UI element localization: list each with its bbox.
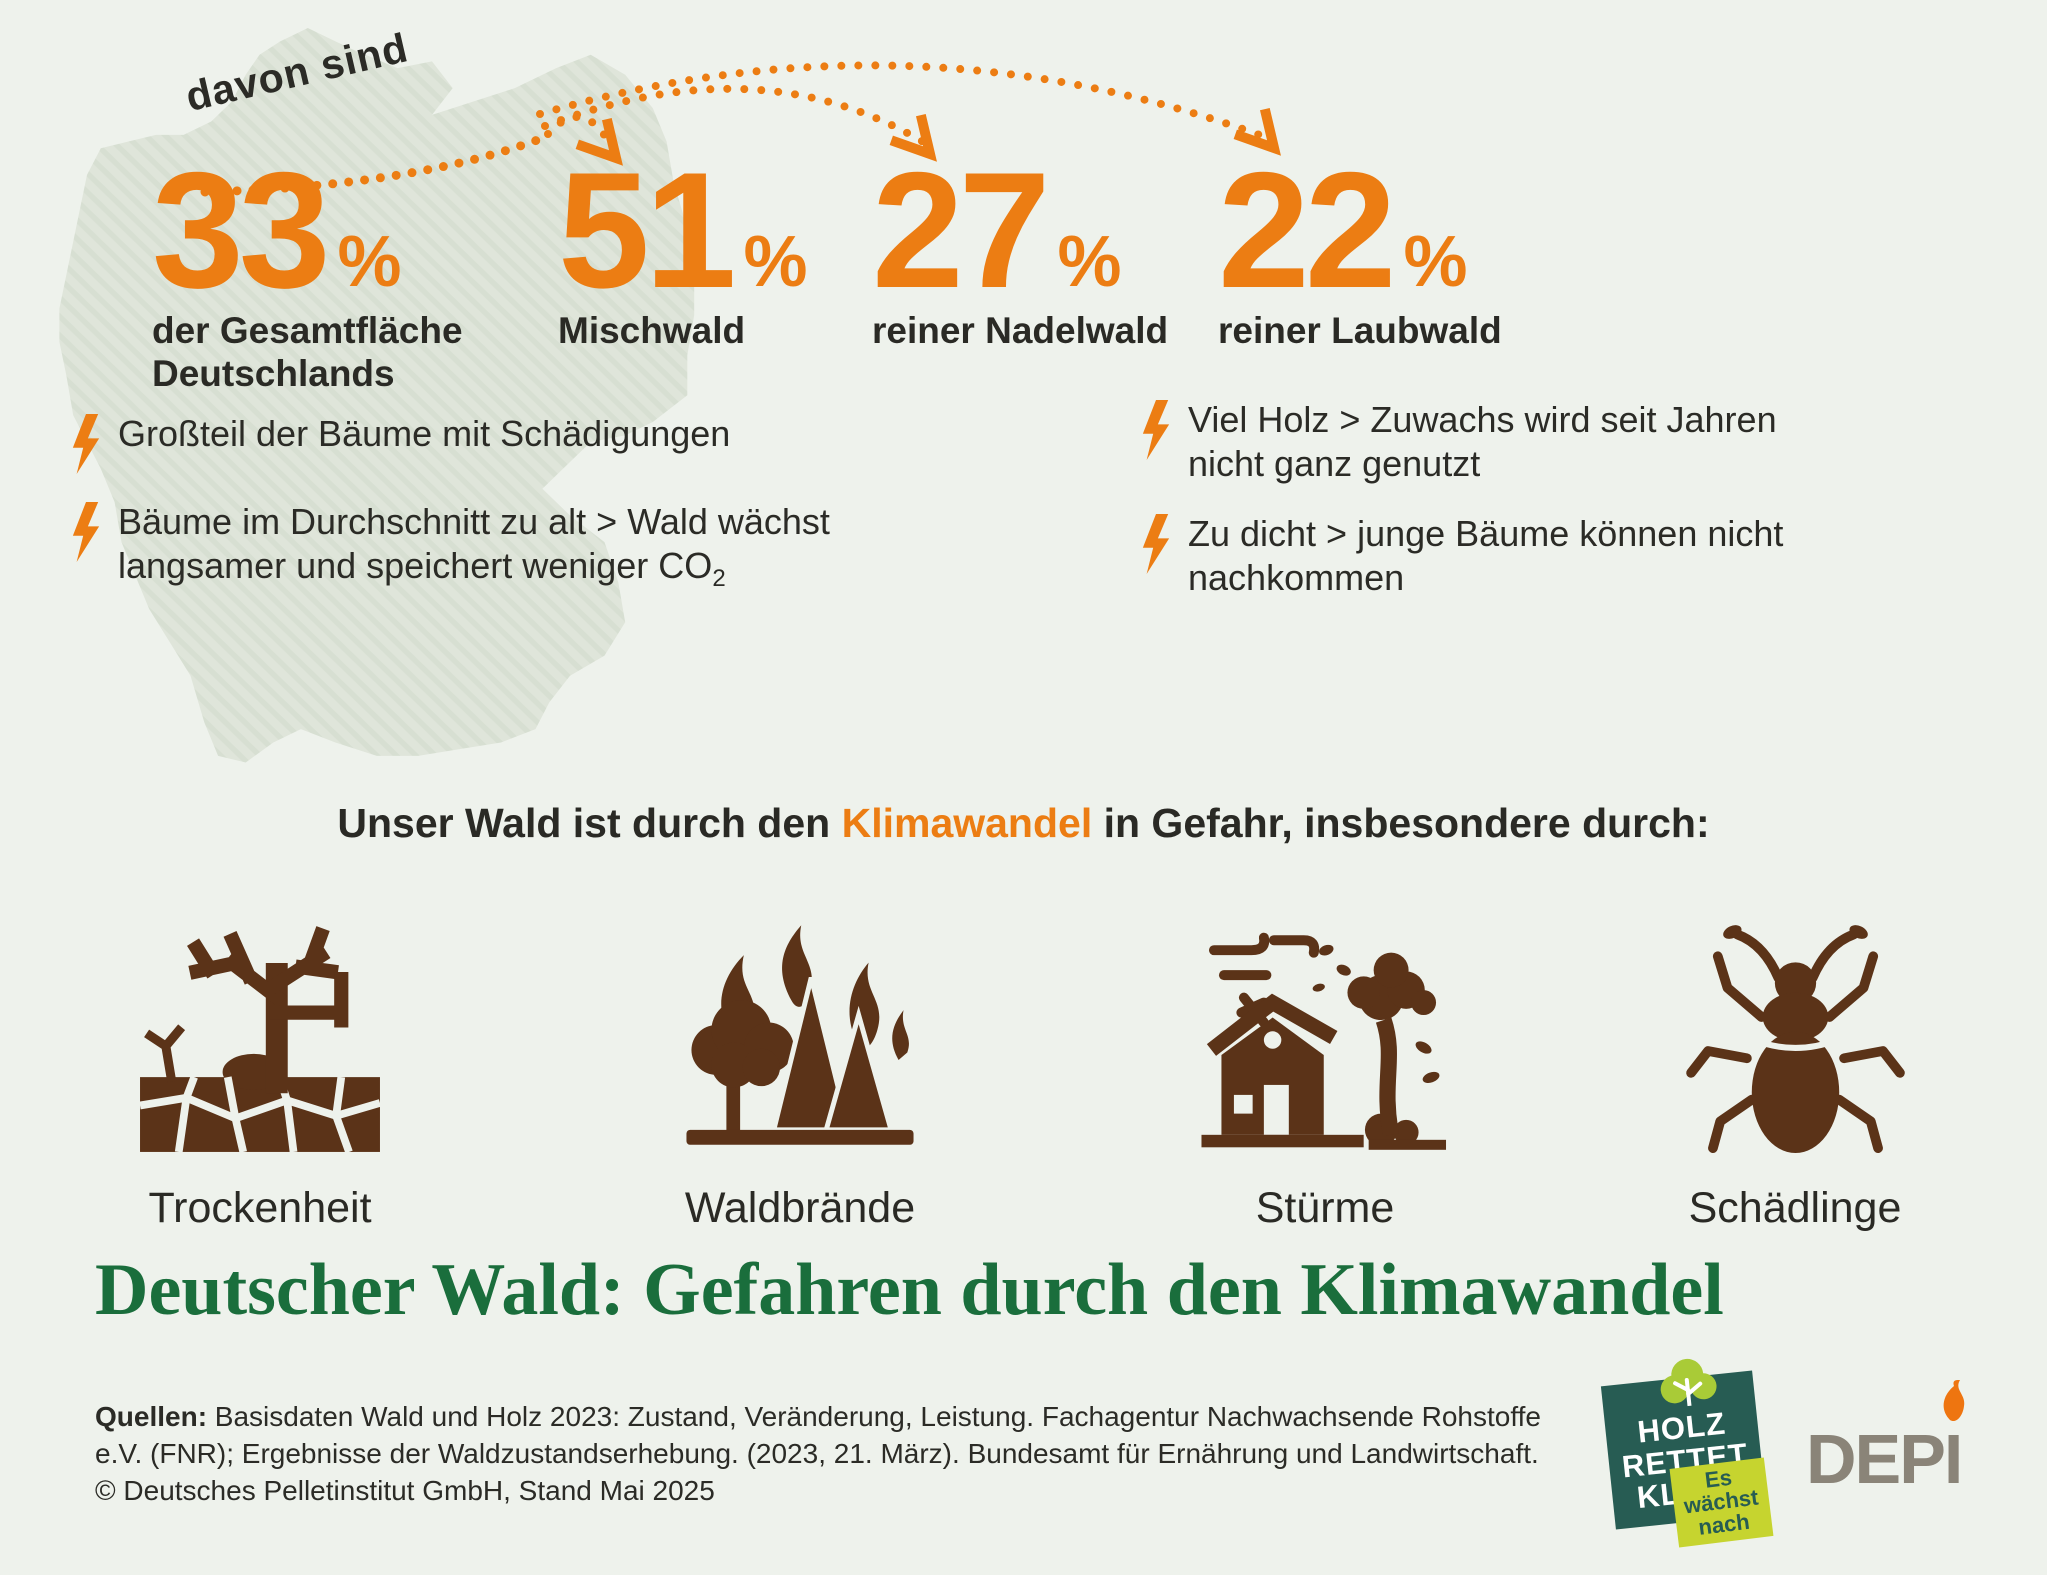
fact-item: Zu dicht > junge Bäume können nicht nach…: [1140, 512, 2020, 600]
fact-line: Viel Holz > Zuwachs wird seit Jahren: [1188, 399, 1777, 440]
page-title: Deutscher Wald: Gefahren durch den Klima…: [95, 1249, 1724, 1331]
danger-label: Schädlinge: [1688, 1184, 1902, 1232]
danger-label: Trockenheit: [148, 1184, 372, 1232]
danger-column-waldbraende: Waldbrände: [580, 898, 1020, 1233]
fact-line: Zu dicht > junge Bäume können nicht: [1188, 512, 1784, 554]
fact-item: Bäume im Durchschnitt zu alt > Wald wäch…: [70, 500, 970, 593]
source-line: e.V. (FNR); Ergebnisse der Waldzustandse…: [95, 1438, 1539, 1470]
danger-column-trockenheit: Trockenheit: [40, 898, 480, 1233]
percent-sign: %: [337, 221, 402, 302]
stat-number-row: 33 %: [152, 138, 463, 322]
percent-sign: %: [1403, 221, 1468, 302]
stat-value: 27: [872, 138, 1051, 322]
danger-iconbox: [120, 898, 400, 1170]
mid-headline-pre: Unser Wald ist durch den: [337, 800, 842, 846]
stat-number-row: 51 %: [558, 138, 808, 322]
danger-iconbox: [669, 898, 931, 1170]
fact-item: Viel Holz > Zuwachs wird seit Jahren nic…: [1140, 398, 2020, 486]
stat-label-line: der Gesamtfläche: [152, 309, 463, 351]
stat-number-row: 22 %: [1218, 138, 1502, 322]
danger-iconbox: [1194, 898, 1456, 1170]
danger-iconbox: [1673, 898, 1918, 1170]
danger-column-schaedlinge: Schädlinge: [1575, 898, 2015, 1233]
percent-sign: %: [1057, 221, 1122, 302]
holz-rettet-klima-logo: HOLZ RETTET KLIMA Es wächst nach: [1600, 1358, 1774, 1548]
danger-column-stuerme: Stürme: [1105, 898, 1545, 1233]
sources-prefix: Quellen:: [95, 1401, 208, 1432]
germany-silhouette: [59, 28, 695, 763]
lightning-bolt-icon: [1142, 400, 1170, 460]
fact-line-co2: langsamer und speichert weniger CO: [118, 544, 713, 586]
danger-label: Stürme: [1255, 1184, 1395, 1232]
stat-label: der Gesamtfläche Deutschlands: [152, 309, 463, 396]
dead-tree-cracked-soil-icon: [139, 926, 382, 1154]
mid-headline: Unser Wald ist durch den Klimawandel in …: [0, 800, 2047, 847]
stat-block-laubwald: 22 % reiner Laubwald: [1218, 138, 1502, 352]
stat-block-nadelwald: 27 % reiner Nadelwald: [872, 138, 1169, 352]
fact-text: Viel Holz > Zuwachs wird seit Jahren nic…: [1188, 398, 1777, 486]
stat-label: reiner Laubwald: [1218, 309, 1502, 351]
depi-logo: DEPI: [1806, 1380, 2006, 1500]
fact-text: Zu dicht > junge Bäume können nicht nach…: [1188, 512, 1783, 600]
fact-line: nicht ganz genutzt: [1188, 442, 1481, 484]
lightning-bolt-icon: [1142, 513, 1170, 574]
facts-list-left: Großteil der Bäume mit Schädigungen Bäum…: [70, 412, 970, 593]
stat-label: Mischwald: [558, 309, 746, 351]
stat-number-row: 27 %: [872, 138, 1168, 322]
klimawandel-highlight: Klimawandel: [841, 800, 1093, 846]
facts-list-right: Viel Holz > Zuwachs wird seit Jahren nic…: [1140, 398, 2020, 600]
sources-text: Quellen: Basisdaten Wald und Holz 2023: …: [95, 1398, 1541, 1510]
flame-icon: [1943, 1380, 1965, 1422]
fact-item: Großteil der Bäume mit Schädigungen: [70, 412, 970, 474]
germany-map: [59, 28, 695, 763]
fact-text: Großteil der Bäume mit Schädigungen: [118, 412, 730, 456]
storm-house-icon: [1201, 932, 1447, 1150]
danger-label: Waldbrände: [684, 1184, 916, 1232]
hrk-banner: Es wächst nach: [1669, 1457, 1774, 1548]
fact-text: Bäume im Durchschnitt zu alt > Wald wäch…: [118, 500, 830, 593]
fact-line: Bäume im Durchschnitt zu alt > Wald wäch…: [118, 501, 830, 542]
fact-line: nachkommen: [1188, 556, 1405, 598]
stat-block-gesamtflaeche: 33 % der Gesamtfläche Deutschlands: [152, 138, 463, 396]
mid-headline-post: in Gefahr, insbesondere durch:: [1092, 800, 1710, 846]
fact-line: langsamer und speichert weniger CO2: [118, 544, 830, 593]
source-line-1: Basisdaten Wald und Holz 2023: Zustand, …: [207, 1401, 1541, 1432]
source-line: © Deutsches Pelletinstitut GmbH, Stand M…: [95, 1475, 715, 1507]
stat-value: 33: [152, 138, 331, 322]
stat-label-line: Deutschlands: [152, 353, 395, 395]
percent-sign: %: [743, 221, 808, 302]
stat-label: reiner Nadelwald: [872, 309, 1169, 351]
stat-block-mischwald: 51 % Mischwald: [558, 138, 808, 352]
stat-value: 22: [1218, 138, 1397, 322]
lightning-bolt-icon: [72, 414, 100, 474]
source-line: Quellen: Basisdaten Wald und Holz 2023: …: [95, 1398, 1541, 1435]
sprout-icon: [1660, 1358, 1717, 1408]
lightning-bolt-icon: [72, 502, 100, 562]
beetle-icon: [1685, 925, 1905, 1153]
fact-line: Großteil der Bäume mit Schädigungen: [118, 413, 731, 454]
depi-wordmark: DEPI: [1806, 1420, 1963, 1498]
burning-forest-icon: [686, 925, 914, 1145]
co2-subscript: 2: [712, 565, 726, 593]
stat-value: 51: [558, 138, 737, 322]
